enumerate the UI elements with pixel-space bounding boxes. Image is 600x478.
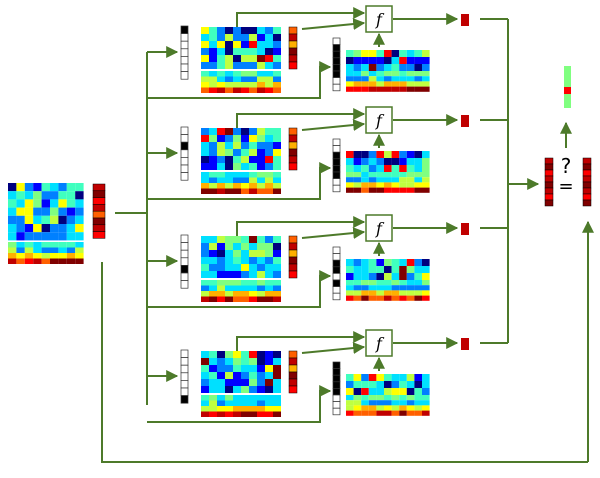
branch-4-stripes: [201, 395, 281, 417]
branch-2-heatmap: [201, 128, 281, 170]
branch-4-selector-2: [332, 361, 341, 416]
branch-4-heatmap: [201, 351, 281, 393]
answer-vector: [564, 66, 571, 108]
branch-2-stripes: [201, 172, 281, 194]
branch-1-label-bar: [288, 26, 298, 70]
equals-mark: =: [558, 176, 573, 197]
branch-2-sub-heatmap: [346, 151, 430, 172]
input-heatmap: [8, 183, 84, 241]
function-node-layer: f f f f: [365, 5, 393, 357]
heatmap-layer: [8, 14, 592, 417]
branch-1-selector: [180, 25, 189, 80]
input-stripes: [8, 242, 84, 264]
connector-arrow: [147, 61, 332, 99]
connector-arrow: [147, 385, 332, 423]
branch-2-sub-stripes: [346, 172, 430, 193]
function-node-2: f: [365, 106, 393, 134]
branch-1-selector-2: [332, 37, 341, 92]
function-node-3: f: [365, 214, 393, 242]
branch-1-sub-heatmap: [346, 50, 430, 71]
connector-arrow: [301, 227, 366, 240]
branch-1-output: [461, 14, 469, 26]
branch-2-selector-2: [332, 138, 341, 193]
branch-2-label-bar: [288, 127, 298, 171]
connector-arrow: [147, 162, 332, 200]
prediction-bar: [544, 157, 554, 207]
branch-4-output: [461, 338, 469, 350]
result-group: ? =: [558, 154, 573, 197]
connector-arrow: [147, 270, 332, 308]
branch-3-selector: [180, 234, 189, 289]
branch-4-selector: [180, 349, 189, 404]
target-bar: [582, 157, 592, 207]
branch-3-sub-heatmap: [346, 259, 430, 280]
function-node-1: f: [365, 5, 393, 33]
input-label-bar: [92, 183, 106, 239]
branch-2-output: [461, 115, 469, 127]
branch-3-label-bar: [288, 235, 298, 279]
connector-arrow: [301, 342, 366, 355]
branch-3-stripes: [201, 280, 281, 302]
unknown-mark: ?: [561, 154, 572, 178]
branch-3-selector-2: [332, 246, 341, 301]
connector-arrow: [301, 119, 366, 132]
branch-1-stripes: [201, 71, 281, 93]
branch-2-selector: [180, 126, 189, 181]
connector-arrow: [236, 331, 366, 351]
branch-3-sub-stripes: [346, 280, 430, 301]
connector-line: [101, 262, 588, 463]
branch-4-sub-stripes: [346, 395, 430, 416]
connector-arrow: [301, 18, 366, 31]
branch-4-label-bar: [288, 350, 298, 394]
function-label: f: [375, 111, 385, 130]
function-label: f: [375, 219, 385, 238]
function-node-4: f: [365, 329, 393, 357]
connector-arrow: [236, 108, 366, 128]
function-label: f: [375, 10, 385, 29]
function-label: f: [375, 334, 385, 353]
branch-1-sub-stripes: [346, 71, 430, 92]
branch-4-sub-heatmap: [346, 374, 430, 395]
connector-arrow: [236, 216, 366, 236]
connector-arrow: [236, 7, 366, 27]
connector-layer: [101, 7, 594, 463]
branch-3-heatmap: [201, 236, 281, 278]
branch-3-output: [461, 223, 469, 235]
branch-1-heatmap: [201, 27, 281, 69]
